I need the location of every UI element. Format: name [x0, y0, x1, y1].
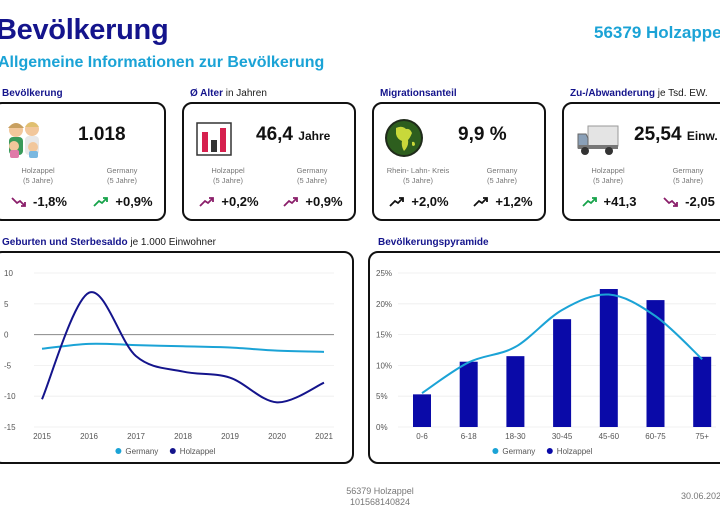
card-caption-migration: Migrationsanteil	[380, 88, 457, 99]
migration-flow-value: 25,54 Einw.	[634, 124, 718, 145]
card-caption-population: Bevölkerung	[2, 88, 63, 99]
legend-marker-germany	[115, 448, 122, 454]
bar-30-45	[553, 319, 572, 427]
y-tick-label: 15%	[376, 331, 392, 340]
left-label: Rhein- Lahn- Kreis (5 Jahre)	[386, 166, 450, 185]
page-title: Bevölkerung	[0, 14, 169, 46]
bar-60-75	[646, 300, 665, 427]
card-caption-migration-flow: Zu-/Abwanderung je Tsd. EW.	[570, 88, 708, 99]
right-change: +1,2%	[462, 194, 544, 209]
age-value: 46,4 Jahre	[256, 124, 331, 145]
x-tick-label: 60-75	[645, 432, 666, 441]
legend-label-holzappel: Holzappel	[557, 447, 593, 456]
footer-code: 101568140824	[349, 497, 411, 507]
left-change: +41,3	[568, 194, 650, 209]
y-tick-label: 0%	[376, 423, 388, 432]
series-line-germany	[41, 342, 325, 353]
population-card: 1.018 Holzappel (5 Jahre) Germany (5 Jah…	[0, 102, 166, 221]
x-tick-label: 6-18	[461, 432, 478, 441]
y-tick-label: -5	[4, 361, 12, 370]
x-tick-label: 2020	[268, 432, 286, 441]
bar-75+	[693, 356, 712, 427]
bar-0-6	[413, 394, 431, 427]
trend-up-icon	[199, 196, 215, 207]
x-tick-label: 2019	[221, 432, 239, 441]
footer-place: 56379 Holzappel	[346, 486, 414, 496]
family-icon	[8, 122, 39, 158]
right-label: Germany (5 Jahre)	[296, 166, 328, 185]
left-label: Holzappel (5 Jahre)	[21, 166, 55, 185]
right-change: +0,9%	[82, 194, 164, 209]
x-tick-label: 18-30	[505, 432, 526, 441]
truck-icon	[577, 125, 619, 155]
pyramid-chart-panel: 0% 5% 10% 15% 20% 25% 0-6 6-18 18-30 30-45 45-60 60…	[368, 251, 720, 464]
births-chart-caption: Geburten und Sterbesaldo je 1.000 Einwoh…	[2, 237, 216, 248]
x-tick-label: 2021	[315, 432, 333, 441]
age-card: 46,4 Jahre Holzappel (5 Jahre) Germany (…	[182, 102, 356, 221]
legend-marker-germany	[492, 448, 499, 454]
trend-up-icon	[473, 196, 489, 207]
left-label: Holzappel (5 Jahre)	[211, 166, 245, 185]
y-tick-label: -10	[4, 392, 16, 401]
x-tick-label: 45-60	[599, 432, 620, 441]
left-change: +2,0%	[378, 194, 460, 209]
right-change: +0,9%	[272, 194, 354, 209]
trend-down-icon	[11, 196, 26, 207]
right-change: -2,05	[648, 194, 720, 209]
location-name: 56379 Holzappel	[594, 23, 720, 42]
births-chart-panel: 10 5 0 -5 -10 -15 2015 2016 2017 2018 2019 2020 2021…	[0, 251, 354, 464]
page-subtitle: Allgemeine Informationen zur Bevölkerung	[0, 54, 325, 71]
legend-marker-holzappel	[546, 448, 553, 454]
y-tick-label: 5%	[376, 392, 388, 401]
series-line-germany	[421, 293, 703, 394]
left-label: Holzappel (5 Jahre)	[591, 166, 625, 185]
y-tick-label: -15	[4, 423, 16, 432]
y-tick-label: 0	[4, 331, 9, 340]
x-tick-label: 2015	[33, 432, 51, 441]
bar-18-30	[506, 356, 525, 427]
migration-value: 9,9 %	[458, 124, 507, 145]
migration-flow-card: 25,54 Einw. Holzappel (5 Jahre) Germany …	[562, 102, 720, 221]
series-line-holzappel	[41, 291, 325, 404]
trend-down-icon	[663, 196, 679, 207]
y-tick-label: 10	[4, 269, 13, 278]
trend-up-icon	[389, 196, 405, 207]
y-tick-label: 10%	[376, 361, 392, 370]
right-label: Germany (5 Jahre)	[672, 166, 704, 185]
y-tick-label: 25%	[376, 269, 392, 278]
x-tick-label: 2018	[174, 432, 192, 441]
left-change: -1,8%	[0, 194, 80, 209]
pyramid-bar-chart: 0% 5% 10% 15% 20% 25% 0-6 6-18 18-30 30-45 45-60 60…	[376, 269, 716, 456]
pyramid-chart-caption: Bevölkerungspyramide	[378, 237, 489, 248]
trend-up-icon	[283, 196, 299, 207]
bar-6-18	[459, 361, 478, 427]
legend-label-holzappel: Holzappel	[180, 447, 216, 456]
x-tick-label: 2016	[80, 432, 98, 441]
globe-icon	[385, 119, 423, 157]
x-tick-label: 0-6	[416, 432, 428, 441]
legend-marker-holzappel	[169, 448, 176, 454]
births-line-chart: 10 5 0 -5 -10 -15 2015 2016 2017 2018 2019 2020 2021…	[4, 269, 334, 456]
y-tick-label: 5	[4, 300, 9, 309]
right-label: Germany (5 Jahre)	[486, 166, 518, 185]
y-tick-label: 20%	[376, 300, 392, 309]
bar-chart-icon	[196, 122, 232, 156]
left-change: +0,2%	[188, 194, 270, 209]
legend-label-germany: Germany	[125, 447, 158, 456]
trend-up-icon	[581, 196, 597, 207]
legend-label-germany: Germany	[502, 447, 535, 456]
footer-date: 30.06.2024	[681, 491, 720, 501]
right-label: Germany (5 Jahre)	[106, 166, 138, 185]
trend-up-icon	[93, 196, 109, 207]
migration-card: 9,9 % Rhein- Lahn- Kreis (5 Jahre) Germa…	[372, 102, 546, 221]
population-value: 1.018	[78, 124, 126, 145]
card-caption-age: Ø Alter in Jahren	[190, 88, 267, 99]
x-tick-label: 2017	[127, 432, 145, 441]
x-tick-label: 75+	[695, 432, 709, 441]
bar-45-60	[599, 289, 618, 427]
x-tick-label: 30-45	[552, 432, 573, 441]
